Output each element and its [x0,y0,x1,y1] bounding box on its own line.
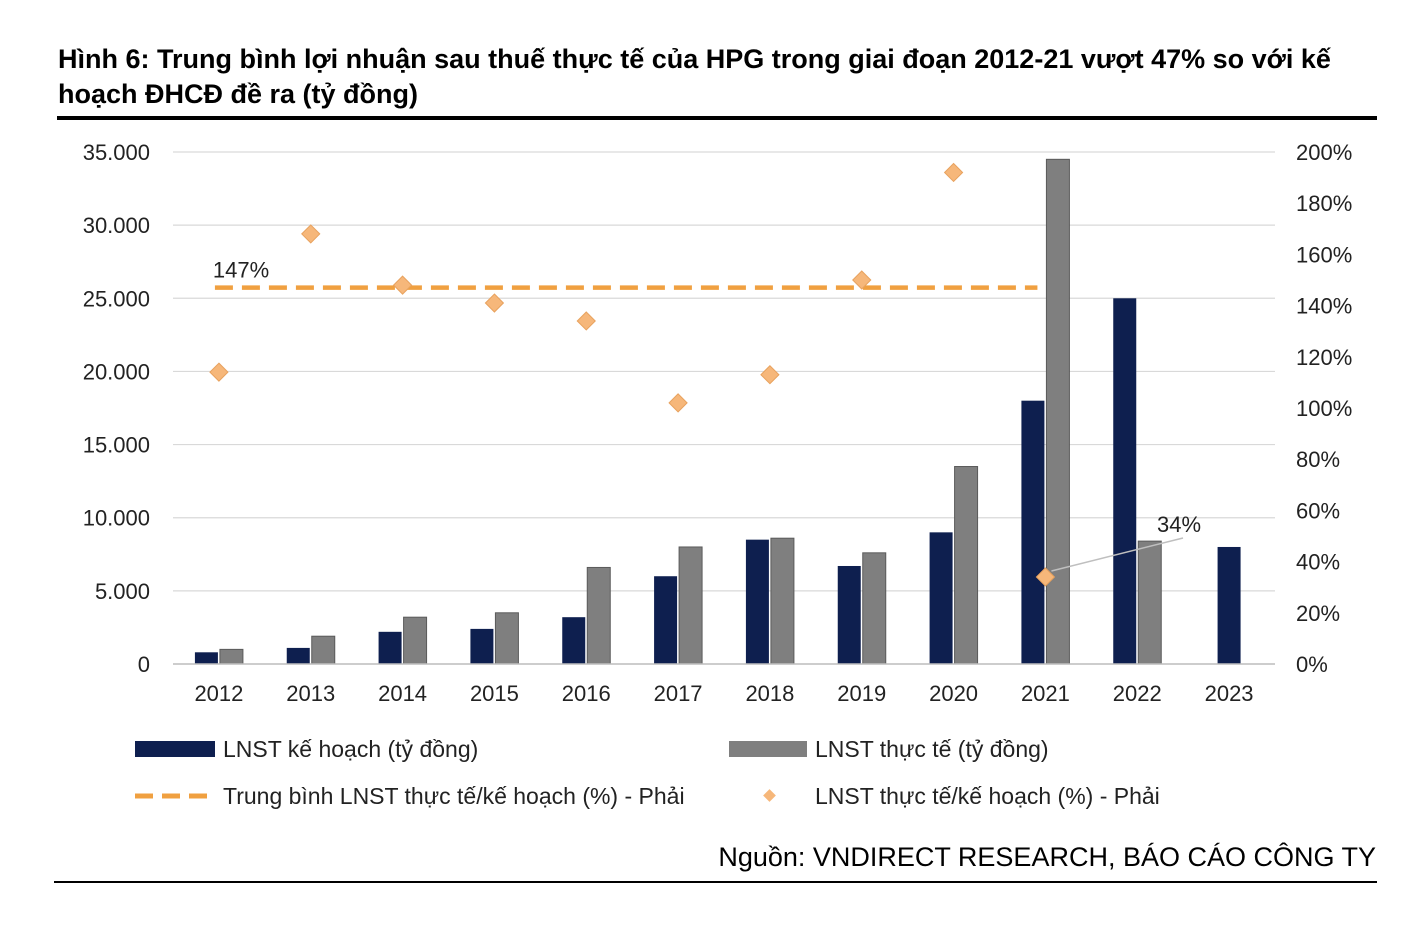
x-tick-label: 2018 [745,681,794,706]
bar-actual [586,566,611,665]
ratio-point [484,293,505,313]
bar-actual [954,466,979,665]
legend-swatch-plan [135,741,215,757]
bar-plan [378,631,402,664]
bar-plan [1021,400,1045,664]
bar-plan [745,539,769,664]
bar-actual [403,616,428,665]
y-right-tick-label: 120% [1296,345,1352,370]
bar-plan [194,652,218,664]
bar-actual [1045,158,1070,665]
ratio-point [852,270,872,290]
y-right-tick-label: 60% [1296,498,1340,523]
ratio-2022-label: 34% [1157,512,1201,537]
bar-plan [929,532,953,664]
y-left-tick-label: 5.000 [95,579,150,604]
x-axis: 2012 2013 2014 2015 2016 2017 2018 2019 2020 2021… [173,663,1275,706]
bar-plan [470,628,494,664]
bar-plan [1217,546,1241,664]
bar-plan [654,576,678,664]
bar-actual [219,648,244,665]
x-tick-label: 2017 [654,681,703,706]
source-note: Nguồn: VNDIRECT RESEARCH, BÁO CÁO CÔNG T… [718,842,1376,872]
x-tick-label: 2015 [470,681,519,706]
x-tick-label: 2022 [1113,681,1162,706]
y-left-tick-label: 30.000 [83,213,150,238]
bar-plan [1113,298,1137,664]
y-right-tick-label: 80% [1296,447,1340,472]
x-tick-label: 2019 [837,681,886,706]
right-axis: 0% 20% 40% 60% 80% 100% 120% 140% 160% 180% 200% [1296,140,1352,677]
ratio-point [209,362,229,382]
y-left-tick-label: 0 [138,652,150,677]
bar-plan [286,647,310,664]
bar-plan [562,617,586,664]
legend-label-ratio: LNST thực tế/kế hoạch (%) - Phải [815,783,1160,809]
y-right-tick-label: 140% [1296,294,1352,319]
gridlines [173,151,1275,665]
bar-plan [837,565,861,664]
x-tick-label: 2021 [1021,681,1070,706]
legend-label-avg: Trung bình LNST thực tế/kế hoạch (%) - P… [223,783,685,809]
ratio-point [760,365,780,385]
y-right-tick-label: 160% [1296,242,1352,267]
x-tick-label: 2012 [194,681,243,706]
x-tick-label: 2016 [562,681,611,706]
y-right-tick-label: 0% [1296,652,1328,677]
legend-swatch-actual [729,741,807,757]
legend: LNST kế hoạch (tỷ đồng) LNST thực tế (tỷ… [135,736,1160,809]
bar-actual [678,546,703,665]
ratio-point [1035,567,1056,587]
y-right-tick-label: 40% [1296,550,1340,575]
ratio-point [576,311,596,331]
legend-swatch-ratio [763,789,776,802]
title-underline [57,116,1377,120]
ratio-point [301,224,321,244]
y-left-tick-label: 25.000 [83,286,150,311]
bar-actual [862,552,887,665]
x-tick-label: 2020 [929,681,978,706]
ratio-2022-leader-line [1051,537,1184,572]
avg-line-label: 147% [213,258,269,283]
ratio-point [392,275,413,295]
x-tick-label: 2013 [286,681,335,706]
bar-actual [770,537,795,665]
y-left-tick-label: 20.000 [83,359,150,384]
y-left-tick-label: 35.000 [83,140,150,165]
chart-title: Hình 6: Trung bình lợi nhuận sau thuế th… [58,44,1331,109]
ratio-point [943,162,964,183]
y-right-tick-label: 100% [1296,396,1352,421]
bottom-rule [54,881,1377,883]
legend-label-plan: LNST kế hoạch (tỷ đồng) [223,736,478,762]
y-left-tick-label: 10.000 [83,506,150,531]
y-right-tick-label: 200% [1296,140,1352,165]
legend-label-actual: LNST thực tế (tỷ đồng) [815,736,1049,762]
y-left-tick-label: 15.000 [83,433,150,458]
ratio-point [668,393,688,413]
bar-actual [1137,540,1162,665]
bar-actual [494,612,519,665]
bar-actual [311,635,336,665]
x-tick-label: 2014 [378,681,427,706]
y-right-tick-label: 20% [1296,601,1340,626]
bars [194,158,1241,665]
annotations: 147% 34% [213,258,1201,572]
left-axis: 0 5.000 10.000 15.000 20.000 25.000 30.000 35.0… [83,140,150,677]
ratio-points [209,162,1056,587]
x-tick-label: 2023 [1205,681,1254,706]
y-right-tick-label: 180% [1296,191,1352,216]
